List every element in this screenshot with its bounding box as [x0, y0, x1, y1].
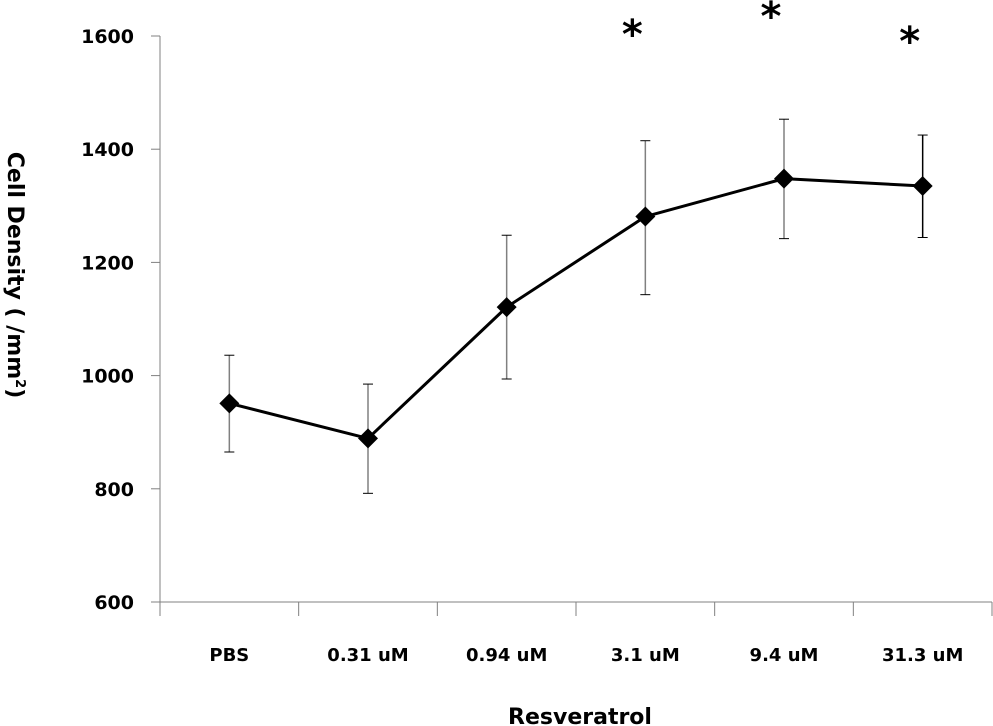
data-point-diamond [358, 428, 378, 449]
y-axis: 600 800 1000 1200 1400 1600 [81, 26, 161, 614]
y-tick-label: 1400 [81, 139, 134, 161]
x-tick-label: 31.3 uM [882, 645, 963, 666]
y-axis-title-superscript: 2 [12, 379, 27, 388]
y-tick-label: 800 [94, 479, 134, 501]
x-axis: PBS 0.31 uM 0.94 uM 3.1 uM 9.4 uM 31.3 uM [151, 601, 993, 666]
x-tick-label: PBS [209, 645, 249, 666]
data-point-diamond [774, 168, 794, 189]
x-tick-label: 9.4 uM [750, 645, 819, 666]
x-axis-title: Resveratrol [508, 705, 652, 726]
significance-asterisk: * [899, 19, 920, 65]
x-tick-label: 3.1 uM [611, 645, 680, 666]
y-tick-label: 1600 [81, 26, 134, 48]
y-tick-label: 1000 [81, 366, 134, 388]
data-point-diamond [219, 393, 240, 414]
data-point-diamond [496, 297, 517, 318]
y-tick-label: 600 [94, 592, 134, 614]
series-line [228, 177, 923, 440]
data-markers [219, 168, 933, 449]
error-bars [224, 118, 928, 494]
y-axis-title-close: ) [2, 388, 27, 398]
significance-asterisk: * [622, 12, 643, 58]
y-axis-title: Cell Density ( /mm2) [2, 152, 27, 399]
data-point-diamond [635, 206, 656, 227]
x-tick-label: 0.94 uM [466, 645, 547, 666]
y-tick-label: 1200 [81, 252, 134, 274]
x-tick-label: 0.31 uM [327, 645, 408, 666]
significance-asterisk: * [761, 0, 782, 40]
significance-annotations: * * * [622, 0, 920, 65]
y-axis-title-main: Cell Density ( /mm [2, 152, 27, 379]
data-point-diamond [912, 175, 933, 196]
series-line-group [228, 177, 923, 440]
